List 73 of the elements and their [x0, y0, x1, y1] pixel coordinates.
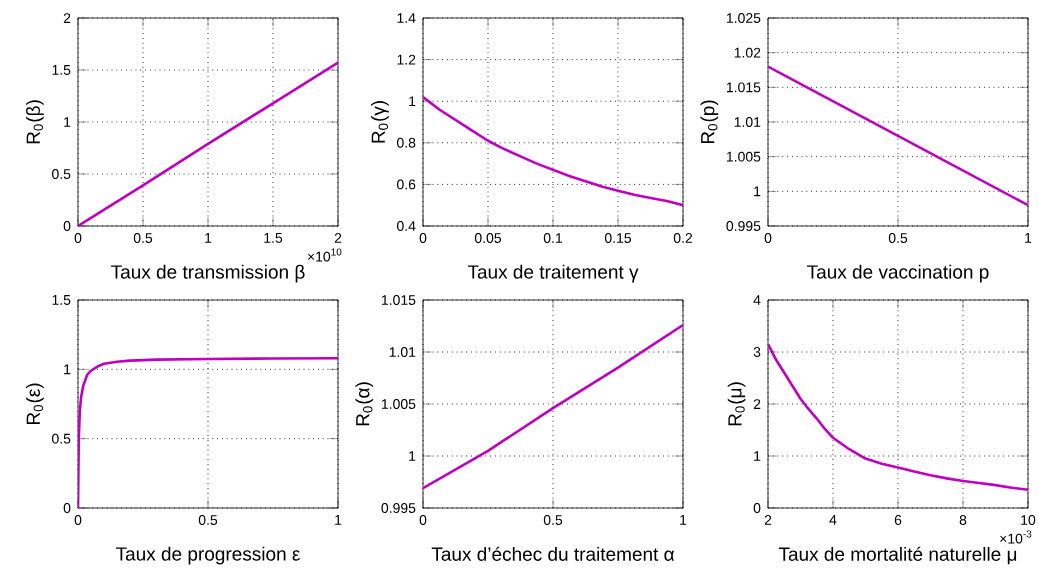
y-tick-label: 1.5	[52, 65, 71, 75]
y-tick-label: 1.01	[389, 347, 416, 357]
y-axis-title: R$_{0}$(μ)	[727, 382, 746, 426]
y-tick-label: 0	[63, 503, 71, 513]
x-tick-label: 0.5	[543, 515, 563, 525]
x-tick-label: 1.5	[264, 233, 283, 243]
y-axis-title: R$_{0}$(p)	[700, 100, 719, 144]
y-tick-label: 0.995	[726, 221, 761, 231]
y-axis-title: R$_{0}$(ε)	[26, 383, 44, 425]
x-tick-label: 0.2	[673, 233, 693, 243]
y-tick-label: 4	[753, 295, 761, 305]
x-tick-label: 0	[74, 233, 82, 243]
x-tick-label: 1	[335, 515, 342, 525]
y-axis-title: R$_{0}$(γ)	[371, 101, 389, 143]
y-tick-label: 1	[64, 117, 71, 127]
x-tick-label: 0	[764, 233, 772, 243]
y-tick-label: 0.8	[397, 137, 416, 148]
y-tick-label: 0	[63, 221, 71, 231]
y-tick-label: 1.025	[726, 13, 761, 23]
x-tick-label: 0.5	[198, 515, 218, 525]
x-axis-title: Taux de progression ε	[116, 546, 301, 565]
y-tick-label: 1.005	[726, 151, 761, 162]
x-tick-label: 1	[205, 233, 212, 243]
x-tick-label: 0.15	[604, 233, 632, 243]
y-axis-title: R$_{0}$(β)	[26, 100, 44, 144]
y-tick-label: 0.5	[52, 169, 71, 179]
x-tick-label: 4	[829, 515, 837, 525]
y-tick-label: 1	[409, 96, 416, 107]
line-series	[78, 61, 339, 226]
y-tick-label: 0.4	[397, 221, 416, 231]
text: ×10$^{10}$	[307, 248, 342, 262]
x-tick-label: 1	[1025, 233, 1032, 243]
x-axis-title: Taux de mortalité naturelle μ	[778, 546, 1017, 565]
y-tick-label: 1.4	[397, 13, 416, 23]
y-tick-label: 1.015	[381, 295, 416, 305]
y-tick-label: 0	[753, 503, 761, 513]
x-tick-label: 0.05	[474, 233, 502, 243]
y-tick-label: 1	[754, 186, 761, 197]
line-series	[423, 323, 683, 490]
y-tick-label: 1	[64, 364, 71, 375]
x-axis-title: Taux de vaccination p	[807, 264, 989, 283]
x-tick-label: 1	[680, 515, 687, 525]
x-tick-label: 0.5	[133, 233, 153, 243]
y-tick-label: 1.02	[734, 47, 761, 58]
y-tick-label: 1.015	[726, 82, 761, 93]
y-tick-label: 0.995	[381, 503, 416, 513]
x-tick-label: 0.1	[543, 233, 563, 243]
x-tick-label: 10	[1021, 515, 1036, 525]
x-tick-label: 6	[894, 515, 902, 525]
y-tick-label: 1.2	[397, 54, 416, 65]
y-tick-label: 3	[753, 347, 761, 357]
x-tick-label: 2	[764, 515, 772, 525]
x-tick-label: 0	[74, 515, 82, 525]
x-tick-label: 2	[334, 233, 342, 243]
y-tick-label: 0.5	[52, 433, 71, 444]
x-axis-title: Taux de traitement γ	[467, 264, 639, 283]
x-axis-title: Taux d’échec du traitement α	[431, 546, 675, 561]
y-axis-title: R$_{0}$(α)	[355, 382, 374, 426]
x-tick-label: 0	[419, 515, 427, 525]
y-tick-label: 1.005	[381, 399, 416, 409]
line-series	[768, 342, 1028, 492]
x-tick-label: 0.5	[888, 233, 908, 243]
x-tick-label: 0	[419, 233, 427, 243]
y-tick-label: 1	[409, 451, 416, 461]
text: ×10$^{-3}$	[1000, 530, 1032, 544]
y-tick-label: 1.5	[52, 295, 71, 305]
x-tick-label: 8	[959, 515, 967, 525]
y-tick-label: 0.6	[397, 179, 416, 190]
y-tick-label: 1	[754, 451, 761, 461]
y-tick-label: 1.01	[734, 117, 761, 127]
y-tick-label: 2	[753, 399, 761, 409]
y-tick-label: 2	[63, 13, 71, 23]
x-axis-title: Taux de transmission β	[111, 264, 305, 283]
